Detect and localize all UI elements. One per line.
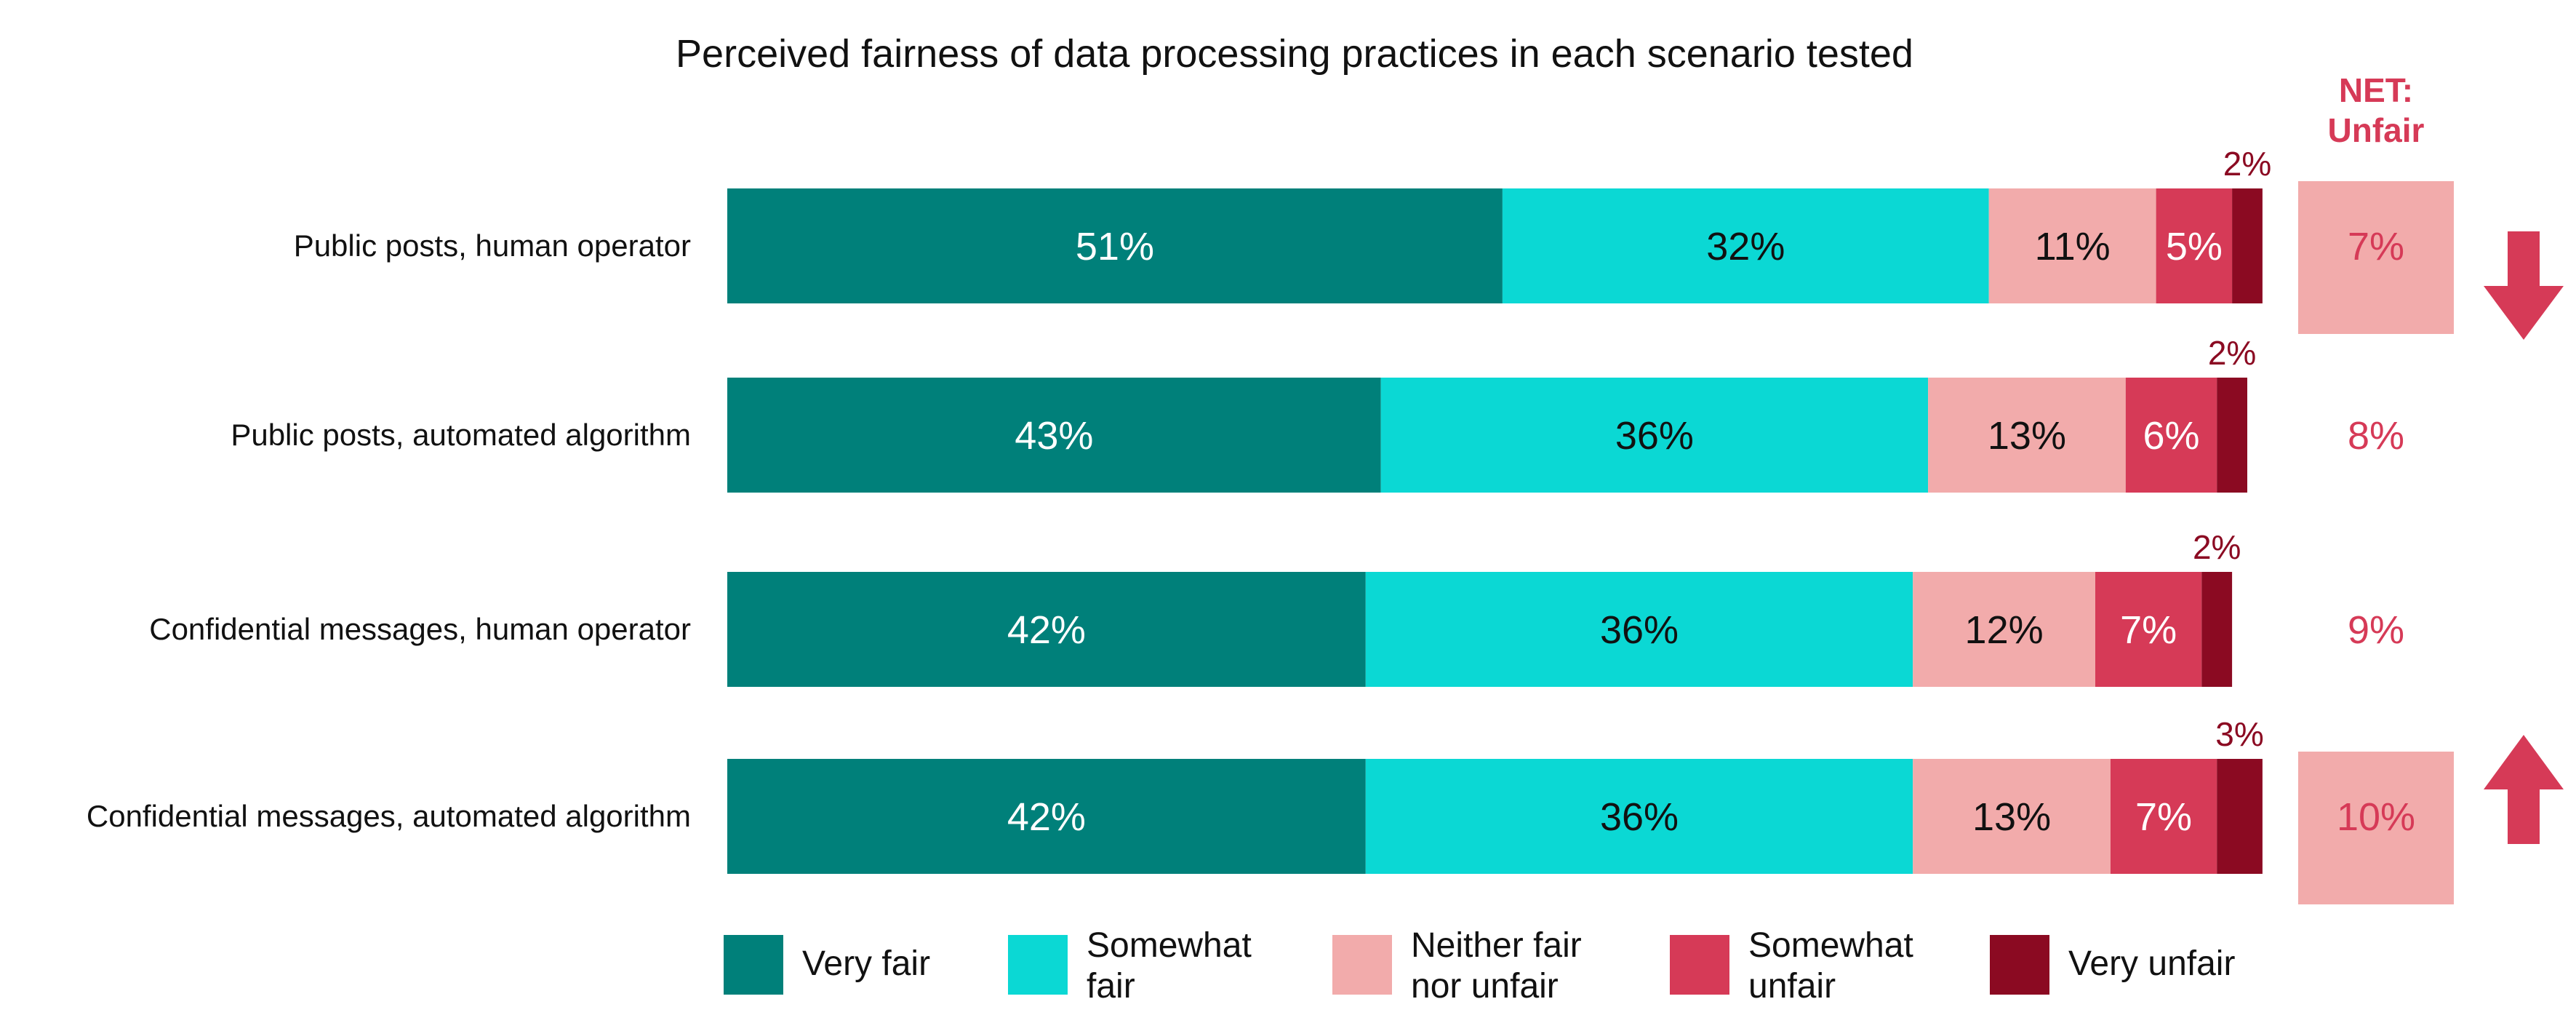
bar-segment-somewhat-unfair [2110,759,2217,874]
segment-value-label: 43% [1015,414,1093,458]
bar-segment-very-fair [727,572,1366,687]
category-label: Confidential messages, automated algorit… [87,799,691,833]
segment-value-label: 7% [2120,608,2177,652]
bar-segment-very-unfair [2232,188,2263,303]
segment-value-label: 42% [1007,795,1086,839]
legend-label: unfair [1748,967,1836,1006]
legend-item-very-unfair: Very unfair [1990,935,2235,995]
legend-item-very-fair: Very fair [724,935,930,995]
legend-swatch [1008,935,1068,995]
bar-segment-somewhat-unfair [2125,378,2217,493]
segment-value-label: 42% [1007,608,1086,652]
segment-value-label: 12% [1965,608,2044,652]
arrow-up-icon [2484,735,2564,844]
bar-segment-neither-fair-nor-unfair [1913,759,2111,874]
bar-segment-neither-fair-nor-unfair [1988,188,2156,303]
bar-segment-very-fair [727,378,1381,493]
bar-segment-somewhat-unfair [2156,188,2233,303]
bar-segment-very-unfair [2217,378,2247,493]
category-label: Public posts, automated algorithm [231,418,691,452]
bar-segment-very-fair [727,188,1503,303]
segment-value-label: 7% [2135,795,2192,839]
legend-label: Somewhat [1748,926,1913,965]
legend-swatch [1990,935,2049,995]
segment-value-label: 13% [1972,795,2051,839]
arrow-down-icon [2484,231,2564,340]
bar-segment-somewhat-fair [1365,759,1913,874]
net-value: 9% [2348,608,2404,652]
bar-segment-very-fair [727,759,1366,874]
legend-swatch [724,935,783,995]
bar-segment-neither-fair-nor-unfair [1928,378,2126,493]
net-value: 10% [2337,795,2415,839]
segment-value-label: 2% [2223,145,2271,183]
bar-segment-neither-fair-nor-unfair [1913,572,2095,687]
segment-value-label: 51% [1076,225,1154,268]
bar-segment-somewhat-fair [1380,378,1929,493]
bar-segment-somewhat-unfair [2095,572,2202,687]
net-value: 8% [2348,414,2404,458]
bar-rows: Public posts, human operator 51% 32% 11% 5% 2… [87,145,2271,874]
segment-value-label: 6% [2143,414,2199,458]
segment-value-label: 3% [2215,715,2263,753]
segment-value-label: 36% [1600,795,1679,839]
bar-row-confidential-messages-human-operator: Confidential messages, human operator 42%… [149,528,2241,687]
legend-label: nor unfair [1411,967,1559,1006]
chart-title: Perceived fairness of data processing pr… [676,32,1913,76]
bar-segment-very-unfair [2201,572,2233,687]
bar-row-public-posts-human-operator: Public posts, human operator 51% 32% 11% 5% 2… [294,145,2271,303]
bar-segment-very-unfair [2217,759,2263,874]
category-label: Public posts, human operator [294,228,691,263]
bar-segment-somewhat-fair [1365,572,1913,687]
segment-value-label: 2% [2208,334,2256,372]
legend-swatch [1332,935,1392,995]
net-unfair-header: NET:Unfair [2328,71,2425,149]
segment-value-label: 36% [1615,414,1694,458]
bar-row-confidential-messages-automated-algorithm: Confidential messages, automated algorit… [87,715,2264,874]
legend-label: fair [1087,967,1135,1006]
segment-value-label: 32% [1706,225,1785,268]
legend-label: Somewhat [1087,926,1252,965]
segment-value-label: 11% [2035,225,2111,268]
bar-row-public-posts-automated-algorithm: Public posts, automated algorithm 43% 36% 1… [231,334,2256,493]
net-header-line: Unfair [2328,111,2425,149]
net-header-line: NET: [2339,71,2413,109]
legend-label: Very unfair [2068,944,2235,983]
legend-label: Neither fair [1411,926,1582,965]
net-highlight-box [2298,752,2454,904]
segment-value-label: 13% [1988,414,2066,458]
category-label: Confidential messages, human operator [149,612,691,646]
segment-value-label: 5% [2166,225,2223,268]
net-unfair-column: 7% 8% 9% 10% [2298,181,2564,904]
bar-segment-somewhat-fair [1502,188,1989,303]
segment-value-label: 2% [2193,528,2241,566]
legend-label: Very fair [802,944,930,983]
legend-swatch [1670,935,1729,995]
net-value: 7% [2348,225,2404,268]
net-highlight-box [2298,181,2454,334]
segment-value-label: 36% [1600,608,1679,652]
